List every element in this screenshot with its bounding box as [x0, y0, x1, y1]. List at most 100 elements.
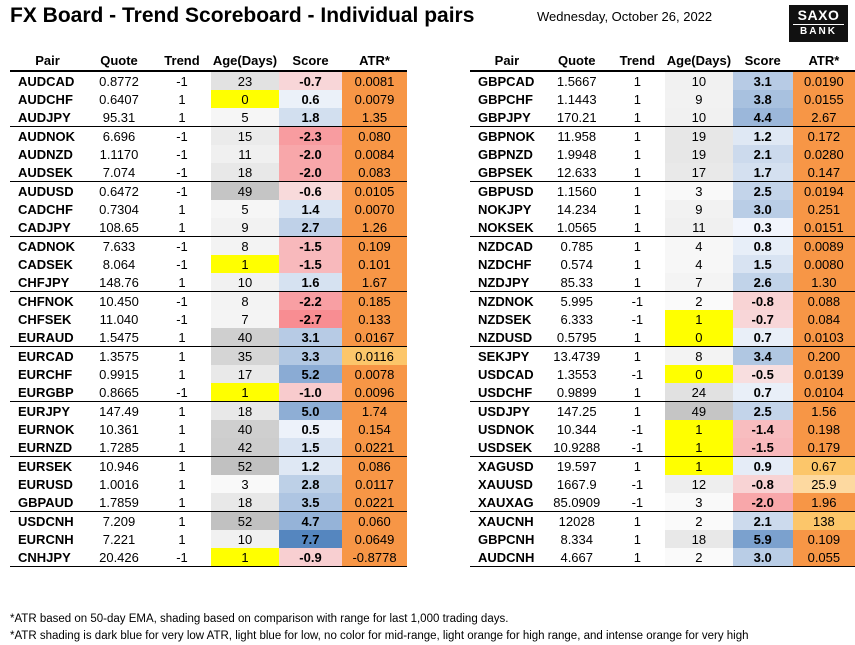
- score-cell: -2.3: [279, 126, 342, 145]
- pair-cell: GBPJPY: [470, 108, 544, 127]
- quote-cell: 1.7859: [85, 493, 153, 512]
- quote-cell: 8.334: [560, 531, 594, 547]
- quote-cell: 0.5795: [543, 328, 610, 347]
- footnotes: *ATR based on 50-day EMA, shading based …: [10, 611, 749, 645]
- pair-cell: CHFJPY: [10, 273, 85, 292]
- trend-cell: 1: [178, 348, 186, 364]
- trend-cell: 1: [153, 493, 211, 512]
- trend-cell: 1: [178, 366, 186, 382]
- trend-cell: -1: [176, 73, 188, 89]
- score-cell: 2.7: [279, 218, 342, 237]
- trend-cell: 1: [633, 531, 641, 547]
- pair-cell: GBPNZD: [478, 146, 533, 162]
- pair-cell: NZDCAD: [478, 238, 533, 254]
- age-cell: 10: [665, 71, 733, 90]
- table-row: CHFNOK 10.450 -1 8 -2.2 0.185: [10, 291, 407, 310]
- age-cell: 1: [211, 383, 279, 402]
- atr-cell: 0.198: [792, 420, 855, 438]
- table-row: AUDCNH 4.667 1 2 3.0 0.055: [470, 548, 855, 567]
- table-row: AUDNOK 6.696 -1 15 -2.3 0.080: [10, 126, 407, 145]
- pair-cell: GBPCNH: [478, 531, 535, 547]
- trend-cell: 1: [633, 238, 641, 254]
- quote-cell: 10.9288: [543, 438, 610, 457]
- quote-cell: 1.9948: [556, 146, 597, 162]
- atr-cell: 0.67: [792, 456, 855, 475]
- score-cell: 1.5: [279, 438, 342, 457]
- table-row: NOKSEK 1.0565 1 11 0.3 0.0151: [470, 218, 855, 237]
- pair-cell: USDNOK: [478, 421, 535, 437]
- quote-cell: 7.074: [85, 163, 153, 182]
- score-cell: -2.0: [279, 163, 342, 182]
- quote-cell: 1.5475: [85, 328, 153, 347]
- age-cell: 1: [211, 548, 279, 567]
- score-cell: 2.6: [732, 273, 793, 292]
- pair-cell: CADNOK: [18, 238, 76, 254]
- quote-cell: 12028: [558, 513, 595, 529]
- score-cell: -0.5: [732, 365, 793, 383]
- trend-cell: 1: [633, 128, 641, 144]
- age-cell: 19: [665, 145, 733, 163]
- age-cell: 11: [211, 145, 279, 163]
- age-cell: 11: [665, 218, 733, 237]
- score-cell: 3.5: [279, 493, 342, 512]
- atr-cell: 0.0139: [792, 365, 855, 383]
- col-header-pair: Pair: [470, 51, 544, 72]
- table-row: NZDCHF 0.574 1 4 1.5 0.0080: [470, 255, 855, 273]
- trend-cell: 1: [633, 201, 641, 217]
- trend-cell: -1: [176, 146, 188, 162]
- quote-cell: 0.8665: [85, 383, 153, 402]
- col-header-quote: Quote: [85, 51, 153, 72]
- quote-cell: 20.426: [85, 548, 153, 567]
- pair-cell: AUDCAD: [18, 73, 75, 89]
- pair-cell: AUDJPY: [10, 108, 85, 127]
- atr-cell: 0.0104: [792, 383, 855, 402]
- score-cell: -2.0: [732, 493, 793, 512]
- atr-cell: 1.30: [792, 273, 855, 292]
- trend-cell: 1: [153, 438, 211, 457]
- age-cell: 3: [665, 493, 733, 512]
- atr-cell: 2.67: [792, 108, 855, 127]
- quote-cell: 7.633: [102, 238, 136, 254]
- pair-cell: AUDCHF: [18, 91, 73, 107]
- pair-cell: EURGBP: [10, 383, 85, 402]
- age-cell: 9: [665, 90, 733, 108]
- age-cell: 1: [665, 310, 733, 328]
- score-cell: -1.0: [279, 383, 342, 402]
- trend-cell: 1: [633, 256, 641, 272]
- trend-cell: 1: [609, 383, 666, 402]
- score-cell: 1.8: [279, 108, 342, 127]
- table-row: NZDSEK 6.333 -1 1 -0.7 0.084: [470, 310, 855, 328]
- table-row: CADJPY 108.65 1 9 2.7 1.26: [10, 218, 407, 237]
- quote-cell: 7.209: [102, 513, 136, 529]
- trend-cell: 1: [153, 328, 211, 347]
- atr-cell: 0.0096: [342, 383, 407, 402]
- table-row: AUDJPY 95.31 1 5 1.8 1.35: [10, 108, 407, 127]
- quote-cell: 7.221: [102, 531, 136, 547]
- atr-cell: 1.35: [342, 108, 407, 127]
- trend-cell: -1: [176, 293, 188, 309]
- trend-cell: -1: [153, 548, 211, 567]
- quote-cell: 95.31: [85, 108, 153, 127]
- table-row: AUDSEK 7.074 -1 18 -2.0 0.083: [10, 163, 407, 182]
- col-header-score: Score: [279, 51, 342, 72]
- quote-cell: 0.9899: [543, 383, 610, 402]
- header-row: Pair Quote Trend Age(Days) Score ATR*: [10, 51, 407, 72]
- quote-cell: 6.696: [102, 128, 136, 144]
- scoreboard-table-right: Pair Quote Trend Age(Days) Score ATR* GB…: [470, 51, 855, 567]
- table-row: CHFSEK 11.040 -1 7 -2.7 0.133: [10, 310, 407, 328]
- trend-cell: -1: [176, 311, 188, 327]
- table-row: XAUXAG 85.0909 -1 3 -2.0 1.96: [470, 493, 855, 512]
- score-cell: 0.5: [279, 420, 342, 438]
- score-cell: 3.1: [732, 71, 793, 90]
- trend-cell: 1: [153, 108, 211, 127]
- table-row: EURCAD 1.3575 1 35 3.3 0.0116: [10, 346, 407, 365]
- atr-cell: 0.0080: [792, 255, 855, 273]
- score-cell: -1.5: [732, 438, 793, 457]
- score-cell: -0.8: [732, 475, 793, 493]
- quote-cell: 170.21: [543, 108, 610, 127]
- col-header-quote: Quote: [543, 51, 610, 72]
- pair-cell: AUDNZD: [18, 146, 73, 162]
- quote-cell: 10.361: [99, 421, 139, 437]
- trend-cell: 1: [178, 531, 186, 547]
- atr-cell: 0.0116: [342, 346, 407, 365]
